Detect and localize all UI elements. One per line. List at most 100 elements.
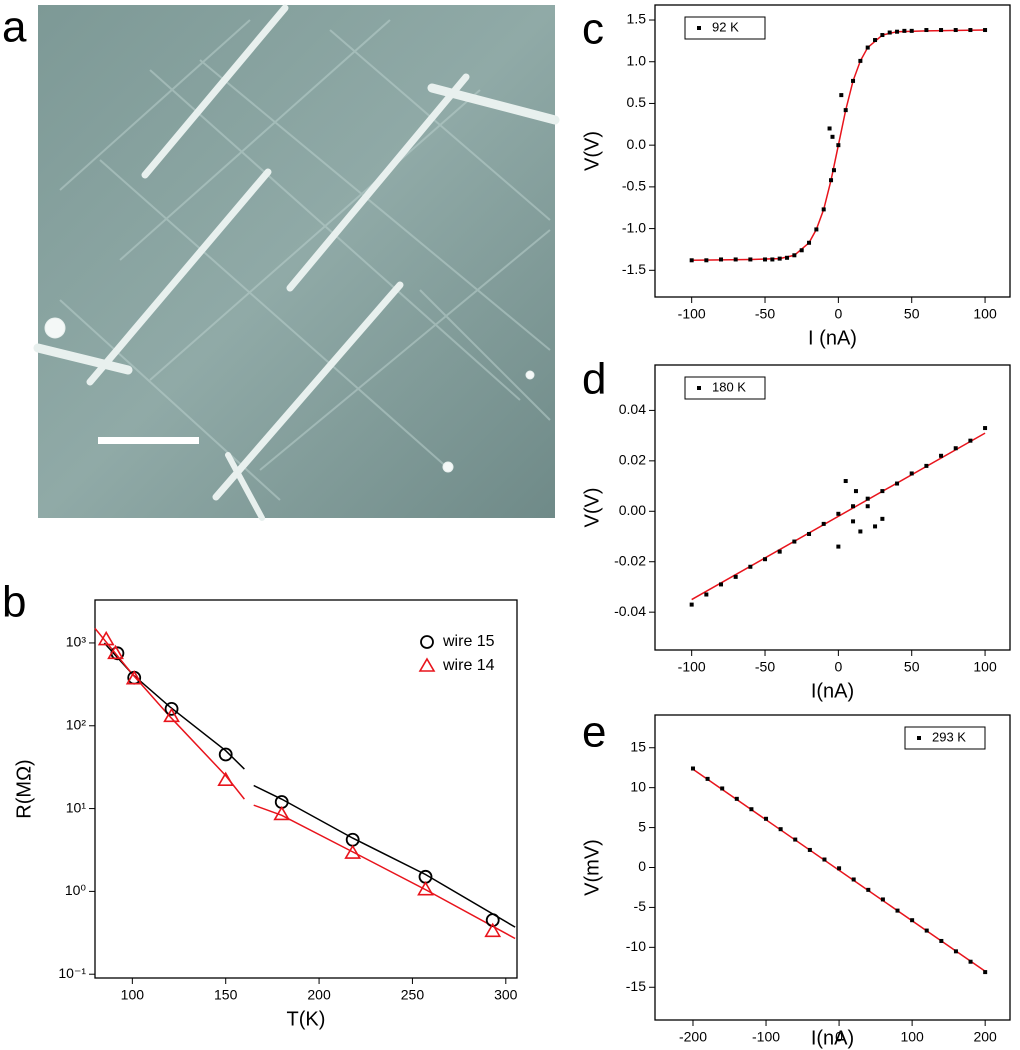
point [983,426,988,431]
y-tick-label: 1.0 [627,52,647,68]
x-axis-label: I(nA) [811,680,854,702]
point [939,28,944,33]
point [764,816,769,821]
point [719,257,724,262]
point [778,827,783,832]
point [836,143,841,148]
x-tick-label: -50 [755,306,775,322]
point [953,949,958,954]
point [865,45,870,50]
point [836,511,841,516]
point [485,913,500,928]
x-tick-label: 50 [904,659,920,675]
x-axis-label: I (nA) [808,327,857,349]
point [829,178,834,183]
point [983,970,988,975]
point [880,516,885,521]
point [851,519,856,524]
panel-label: c [582,5,604,54]
x-tick-label: 150 [214,987,238,1003]
plot-frame [94,599,518,979]
y-axis-label: V(mV) [581,839,603,896]
point [858,529,863,534]
y-tick-label: -1.0 [622,219,646,235]
point [831,168,836,173]
panel-label: d [582,355,606,404]
legend-marker [697,26,701,30]
point [807,240,812,245]
point [704,258,709,263]
y-tick-label: 0.0 [627,136,647,152]
point [895,29,900,34]
point [763,557,768,562]
x-tick-label: 100 [973,659,997,675]
point [792,253,797,258]
point [968,28,973,33]
point [777,549,782,554]
point [968,959,973,964]
legend-box [684,16,766,40]
point [873,524,878,529]
y-tick-label: -0.5 [622,178,646,194]
legend-marker [418,657,436,672]
point [924,928,929,933]
point [814,227,819,232]
point [851,504,856,509]
plot-frame [654,4,1011,298]
point [689,258,694,263]
y-tick-label: -10 [626,938,646,954]
point [822,857,827,862]
x-tick-label: 0 [834,659,842,675]
legend-label: 180 K [712,379,746,394]
point [704,592,709,597]
point [720,786,725,791]
point [777,256,782,261]
point [218,747,233,762]
point [865,504,870,509]
point [821,207,826,212]
point [164,701,179,716]
x-axis-label: T(K) [287,1008,326,1030]
point [880,897,885,902]
point [705,776,710,781]
point [866,887,871,892]
x-tick-label: 100 [900,1029,924,1045]
point [953,446,958,451]
point [902,28,907,33]
x-tick-label: 100 [121,987,145,1003]
point [836,544,841,549]
x-tick-label: 0 [835,1029,843,1045]
point [939,938,944,943]
y-tick-label: 15 [630,738,646,754]
y-axis-label: V(V) [581,488,603,528]
point [880,489,885,494]
fit-line [103,642,516,928]
point [853,489,858,494]
point [858,58,863,63]
plot-frame [654,364,1011,651]
point [785,255,790,260]
point [484,922,502,938]
x-axis-label: I(nA) [811,1027,854,1049]
point [887,30,892,35]
y-tick-label: -0.02 [614,552,646,568]
y-tick-label: 0.04 [619,401,646,417]
fit-line [691,432,986,601]
legend-marker [697,386,701,390]
x-tick-label: 250 [401,987,425,1003]
y-tick-label: 0.5 [627,94,647,110]
panel-label: b [2,578,26,627]
point [895,908,900,913]
legend-label: wire 15 [442,633,495,650]
legend-label: 92 K [712,19,739,34]
point [924,28,929,33]
point [690,766,695,771]
point [873,38,878,43]
y-axis-label: R(MΩ) [13,759,35,818]
point [807,847,812,852]
y-tick-label: -0.04 [614,603,646,619]
panel-label: a [2,3,27,52]
point [983,28,988,33]
afm-image [33,4,560,521]
